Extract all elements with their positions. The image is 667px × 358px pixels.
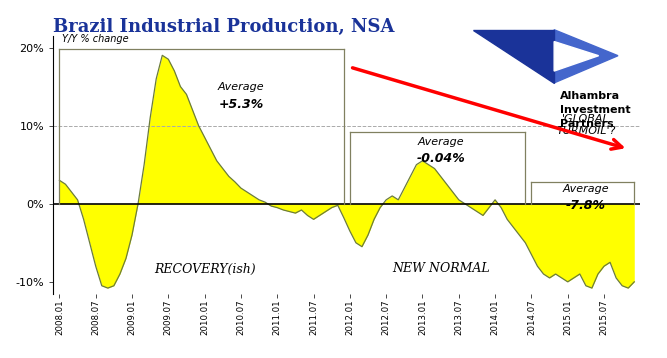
Text: -0.04%: -0.04% xyxy=(416,153,465,165)
Text: Y/Y % change: Y/Y % change xyxy=(63,34,129,44)
Text: Alhambra
Investment
Partners: Alhambra Investment Partners xyxy=(560,91,630,129)
Text: -7.8%: -7.8% xyxy=(566,199,606,212)
Text: 'GLOBAL
TURMOIL'?: 'GLOBAL TURMOIL'? xyxy=(556,114,616,136)
Polygon shape xyxy=(473,30,554,83)
Text: NEW NORMAL: NEW NORMAL xyxy=(392,262,490,275)
Text: Average: Average xyxy=(562,184,609,194)
Text: RECOVERY(ish): RECOVERY(ish) xyxy=(154,262,255,275)
Text: +5.3%: +5.3% xyxy=(218,98,263,111)
Text: Average: Average xyxy=(418,137,464,147)
Text: Brazil Industrial Production, NSA: Brazil Industrial Production, NSA xyxy=(53,18,395,36)
Polygon shape xyxy=(554,42,599,71)
Polygon shape xyxy=(554,30,618,83)
Text: Average: Average xyxy=(217,82,264,92)
